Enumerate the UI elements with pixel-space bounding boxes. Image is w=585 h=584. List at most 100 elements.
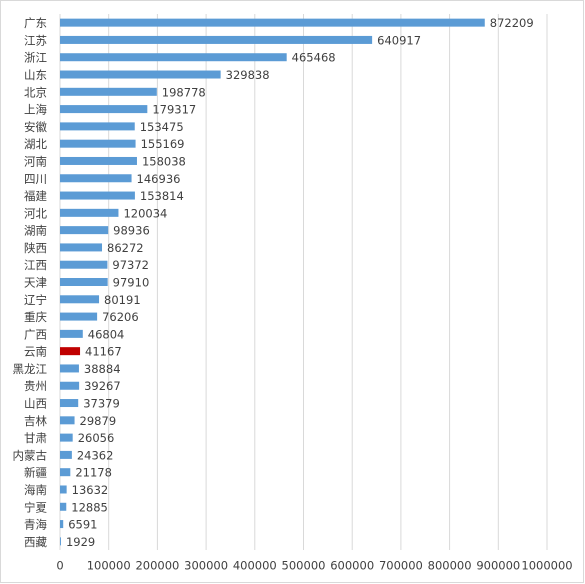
y-tick-label: 西藏 (24, 535, 47, 549)
value-label: 1929 (66, 535, 95, 549)
value-label: 97910 (113, 276, 150, 290)
bar (60, 450, 72, 459)
y-tick-label: 宁夏 (24, 500, 47, 514)
y-tick-label: 山东 (24, 68, 47, 82)
value-label: 46804 (88, 327, 125, 341)
y-tick-label: 湖北 (24, 137, 47, 151)
y-tick-label: 江苏 (24, 33, 47, 47)
bar (60, 243, 103, 252)
bar (60, 381, 80, 390)
y-tick-label: 山西 (24, 397, 47, 411)
value-label: 872209 (490, 16, 534, 30)
bar (60, 70, 221, 79)
value-label: 80191 (104, 293, 141, 307)
value-label: 153814 (140, 189, 184, 203)
x-tick-label: 800000 (428, 559, 472, 573)
value-label: 21178 (75, 466, 112, 480)
y-tick-label: 黑龙江 (13, 362, 48, 376)
bar (60, 364, 79, 373)
bar (60, 191, 135, 200)
y-tick-label: 江西 (24, 258, 47, 272)
y-tick-label: 青海 (24, 518, 47, 532)
value-label: 86272 (107, 241, 144, 255)
value-label: 329838 (226, 68, 270, 82)
y-tick-label: 辽宁 (24, 293, 47, 307)
x-tick-label: 400000 (233, 559, 277, 573)
bar (60, 416, 75, 425)
x-tick-label: 100000 (87, 559, 131, 573)
value-label: 39267 (84, 379, 121, 393)
bar (60, 260, 108, 269)
value-label: 6591 (68, 518, 97, 532)
value-label: 26056 (78, 431, 115, 445)
value-label: 179317 (152, 103, 196, 117)
value-label: 38884 (84, 362, 121, 376)
value-label: 76206 (102, 310, 139, 324)
bar (60, 520, 64, 529)
value-label: 198778 (162, 85, 206, 99)
x-tick-label: 700000 (379, 559, 423, 573)
x-tick-label: 200000 (135, 559, 179, 573)
value-label: 29879 (80, 414, 117, 428)
value-label: 640917 (377, 33, 421, 47)
y-tick-label: 浙江 (24, 51, 47, 65)
y-tick-label: 安徽 (24, 120, 47, 134)
bar (60, 468, 71, 477)
value-label: 24362 (77, 448, 114, 462)
value-label: 120034 (123, 206, 167, 220)
bar (60, 18, 485, 27)
x-tick-label: 900000 (476, 559, 520, 573)
bar (60, 226, 109, 235)
bar (60, 537, 61, 546)
y-tick-label: 内蒙古 (13, 448, 48, 462)
value-label: 465468 (292, 51, 336, 65)
value-label: 146936 (137, 172, 181, 186)
y-tick-label: 云南 (24, 345, 47, 359)
bar (60, 329, 83, 338)
y-tick-label: 海南 (24, 483, 47, 497)
y-tick-label: 重庆 (24, 310, 47, 324)
value-label: 97372 (112, 258, 149, 272)
y-tick-label: 新疆 (24, 466, 47, 480)
value-label: 41167 (85, 345, 122, 359)
y-tick-label: 上海 (24, 103, 47, 117)
y-tick-label: 吉林 (24, 414, 47, 428)
bar (60, 105, 148, 114)
bar (60, 399, 79, 408)
bar (60, 433, 73, 442)
y-tick-label: 广东 (24, 16, 47, 30)
bar (60, 347, 81, 356)
y-tick-label: 贵州 (24, 379, 47, 393)
y-tick-label: 天津 (24, 276, 47, 290)
bar (60, 35, 373, 44)
y-tick-label: 北京 (24, 85, 47, 99)
y-tick-label: 陕西 (24, 241, 47, 255)
value-label: 98936 (113, 224, 150, 238)
x-tick-label: 300000 (184, 559, 228, 573)
y-tick-label: 福建 (24, 189, 47, 203)
bar (60, 485, 67, 494)
value-label: 37379 (83, 397, 120, 411)
bar (60, 502, 67, 511)
x-tick-label: 1000000 (521, 559, 572, 573)
bar (60, 139, 136, 148)
bar (60, 87, 157, 96)
bar (60, 295, 100, 304)
value-label: 153475 (140, 120, 184, 134)
value-label: 155169 (141, 137, 185, 151)
bar (60, 53, 287, 62)
y-tick-label: 河南 (24, 154, 47, 168)
x-tick-label: 600000 (330, 559, 374, 573)
bar (60, 174, 132, 183)
bar (60, 156, 137, 165)
x-tick-label: 500000 (282, 559, 326, 573)
y-tick-label: 河北 (24, 206, 47, 220)
bar (60, 208, 119, 217)
bar (60, 122, 135, 131)
y-tick-label: 四川 (24, 172, 47, 186)
value-label: 158038 (142, 154, 186, 168)
x-tick-label: 0 (56, 559, 63, 573)
bar (60, 278, 108, 286)
